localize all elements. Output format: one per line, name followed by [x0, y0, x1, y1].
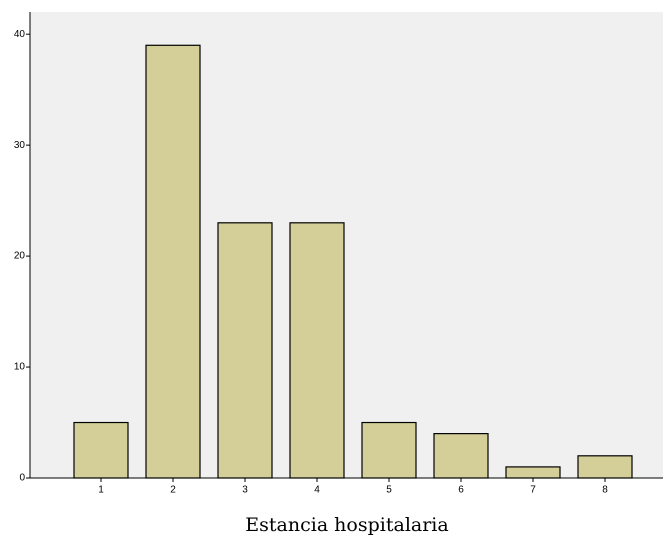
x-tick-label: 4: [314, 485, 320, 496]
x-tick-label: 2: [170, 485, 176, 496]
bar: [505, 466, 561, 479]
x-tick-label: 1: [98, 485, 104, 496]
bar: [145, 44, 201, 479]
y-tick-label: 30: [14, 140, 26, 151]
y-tick-label: 20: [14, 251, 26, 262]
plot-area: [30, 12, 663, 478]
x-axis-label: Estancia hospitalaria: [245, 514, 448, 536]
x-tick-label: 8: [602, 485, 608, 496]
bar: [217, 222, 273, 479]
bar: [73, 421, 129, 479]
y-tick-label: 0: [19, 473, 25, 484]
x-tick-label: 5: [386, 485, 392, 496]
x-tick-label: 6: [458, 485, 464, 496]
bar: [361, 421, 417, 479]
y-tick-label: 10: [14, 362, 26, 373]
bar: [577, 455, 633, 479]
y-tick-label: 40: [14, 29, 26, 40]
x-tick-label: 3: [242, 485, 248, 496]
x-tick-label: 7: [530, 485, 536, 496]
bar: [433, 433, 489, 479]
bar: [289, 222, 345, 479]
